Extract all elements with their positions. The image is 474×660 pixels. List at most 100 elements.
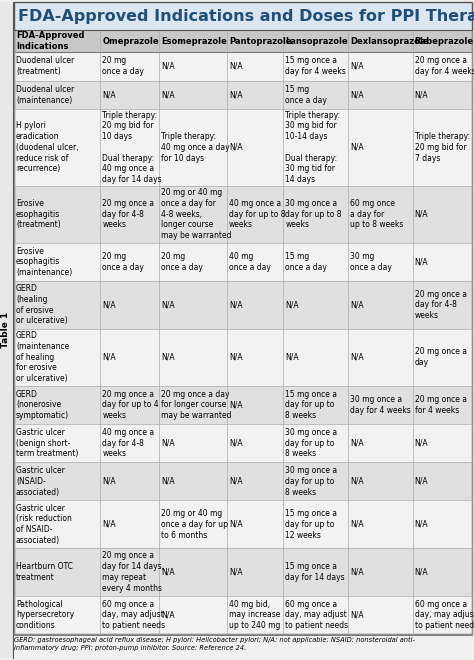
Bar: [14, 185, 472, 243]
Text: N/A: N/A: [415, 90, 428, 100]
Text: 30 mg
once a day: 30 mg once a day: [350, 252, 392, 272]
Text: 15 mg
once a day: 15 mg once a day: [285, 252, 327, 272]
Text: Gastric ulcer
(benign short-
term treatment): Gastric ulcer (benign short- term treatm…: [16, 428, 78, 459]
Text: FDA-Approved Indications and Doses for PPI Therapy: FDA-Approved Indications and Doses for P…: [18, 9, 474, 24]
Text: N/A: N/A: [162, 352, 175, 362]
Text: 20 mg once a
day: 20 mg once a day: [415, 347, 467, 367]
Text: N/A: N/A: [350, 143, 364, 152]
Text: Triple therapy:
20 mg bid for
10 days

Dual therapy:
40 mg once a
day for 14 day: Triple therapy: 20 mg bid for 10 days Du…: [102, 111, 162, 184]
Text: N/A: N/A: [162, 477, 175, 486]
Text: N/A: N/A: [162, 568, 175, 576]
Text: H pylori
eradication
(duodenal ulcer,
reduce risk of
recurrence): H pylori eradication (duodenal ulcer, re…: [16, 121, 79, 174]
Text: Omeprazole: Omeprazole: [102, 36, 159, 46]
Text: Lansoprazole: Lansoprazole: [285, 36, 348, 46]
Text: 15 mg
once a day: 15 mg once a day: [285, 85, 327, 105]
Text: Heartburn OTC
treatment: Heartburn OTC treatment: [16, 562, 73, 582]
Text: Duodenal ulcer
(treatment): Duodenal ulcer (treatment): [16, 57, 74, 77]
Text: N/A: N/A: [285, 352, 299, 362]
Text: 40 mg once a
day for up to 8
weeks: 40 mg once a day for up to 8 weeks: [229, 199, 285, 230]
Bar: [14, 281, 472, 329]
Text: 60 mg once a
day, may adjust
to patient needs: 60 mg once a day, may adjust to patient …: [415, 600, 474, 630]
Text: 15 mg once a
day for 4 weeks: 15 mg once a day for 4 weeks: [285, 57, 346, 77]
Bar: [0, 2, 13, 658]
Bar: [14, 462, 472, 500]
Text: N/A: N/A: [229, 143, 243, 152]
Text: Erosive
esophagitis
(maintenance): Erosive esophagitis (maintenance): [16, 247, 72, 277]
Text: N/A: N/A: [415, 477, 428, 486]
Text: 40 mg
once a day: 40 mg once a day: [229, 252, 271, 272]
Text: N/A: N/A: [229, 439, 243, 447]
Text: N/A: N/A: [350, 610, 364, 619]
Text: N/A: N/A: [415, 439, 428, 447]
Text: 20 mg or 40 mg
once a day for
4-8 weeks,
longer course
may be warranted: 20 mg or 40 mg once a day for 4-8 weeks,…: [162, 188, 232, 240]
Bar: [14, 424, 472, 462]
Bar: [14, 2, 472, 30]
Text: 30 mg once a
day for 4 weeks: 30 mg once a day for 4 weeks: [350, 395, 411, 414]
Text: N/A: N/A: [162, 300, 175, 310]
Text: Erosive
esophagitis
(treatment): Erosive esophagitis (treatment): [16, 199, 61, 230]
Text: N/A: N/A: [102, 352, 116, 362]
Text: 15 mg once a
day for 14 days: 15 mg once a day for 14 days: [285, 562, 345, 582]
Text: N/A: N/A: [162, 90, 175, 100]
Text: N/A: N/A: [350, 62, 364, 71]
Text: Dexlansoprazole: Dexlansoprazole: [350, 36, 428, 46]
Text: N/A: N/A: [350, 90, 364, 100]
Text: N/A: N/A: [162, 610, 175, 619]
Text: Triple therapy:
40 mg once a day
for 10 days: Triple therapy: 40 mg once a day for 10 …: [162, 132, 230, 163]
Text: 30 mg once a
day for up to
8 weeks: 30 mg once a day for up to 8 weeks: [285, 466, 337, 496]
Text: 20 mg once a
day for 4-8
weeks: 20 mg once a day for 4-8 weeks: [102, 199, 154, 230]
Text: 20 mg once a
day for up to 4
weeks: 20 mg once a day for up to 4 weeks: [102, 389, 159, 420]
Text: GERD
(nonerosive
symptomatic): GERD (nonerosive symptomatic): [16, 389, 69, 420]
Text: N/A: N/A: [229, 90, 243, 100]
Text: 20 mg
once a day: 20 mg once a day: [102, 57, 144, 77]
Bar: [14, 110, 472, 185]
Text: GERD
(maintenance
of healing
for erosive
or ulcerative): GERD (maintenance of healing for erosive…: [16, 331, 69, 383]
Bar: [14, 30, 472, 52]
Text: N/A: N/A: [229, 300, 243, 310]
Text: Pantoprazole: Pantoprazole: [229, 36, 292, 46]
Text: N/A: N/A: [102, 477, 116, 486]
Text: N/A: N/A: [415, 257, 428, 267]
Text: Triple therapy:
20 mg bid for
7 days: Triple therapy: 20 mg bid for 7 days: [415, 132, 470, 163]
Text: N/A: N/A: [102, 300, 116, 310]
Text: N/A: N/A: [229, 401, 243, 409]
Text: 20 mg once a
day for 4-8
weeks: 20 mg once a day for 4-8 weeks: [415, 290, 467, 320]
Text: N/A: N/A: [350, 439, 364, 447]
Text: N/A: N/A: [350, 352, 364, 362]
Text: 40 mg bid,
may increase
up to 240 mg: 40 mg bid, may increase up to 240 mg: [229, 600, 280, 630]
Text: N/A: N/A: [229, 568, 243, 576]
Bar: [14, 548, 472, 596]
Text: 20 mg
once a day: 20 mg once a day: [162, 252, 203, 272]
Text: N/A: N/A: [350, 568, 364, 576]
Text: Esomeprazole: Esomeprazole: [162, 36, 228, 46]
Text: N/A: N/A: [350, 300, 364, 310]
Text: N/A: N/A: [350, 477, 364, 486]
Text: N/A: N/A: [350, 520, 364, 529]
Text: Gastric ulcer
(NSAID-
associated): Gastric ulcer (NSAID- associated): [16, 466, 65, 496]
Text: 15 mg once a
day for up to
8 weeks: 15 mg once a day for up to 8 weeks: [285, 389, 337, 420]
Text: 20 mg once a
day for 4 weeks: 20 mg once a day for 4 weeks: [415, 57, 474, 77]
Text: 40 mg once a
day for 4-8
weeks: 40 mg once a day for 4-8 weeks: [102, 428, 155, 459]
Text: N/A: N/A: [102, 90, 116, 100]
Text: FDA-Approved
Indications: FDA-Approved Indications: [16, 31, 84, 51]
Text: 30 mg once a
day for up to 8
weeks: 30 mg once a day for up to 8 weeks: [285, 199, 342, 230]
Text: 20 mg once a
day for 14 days,
may repeat
every 4 months: 20 mg once a day for 14 days, may repeat…: [102, 551, 164, 593]
Bar: [14, 596, 472, 634]
Text: Table 1: Table 1: [1, 312, 10, 348]
Text: 60 mg once a
day, may adjust
to patient needs: 60 mg once a day, may adjust to patient …: [102, 600, 165, 630]
Text: N/A: N/A: [415, 210, 428, 218]
Text: Rabeprazole: Rabeprazole: [415, 36, 474, 46]
Bar: [14, 386, 472, 424]
Text: 60 mg once
a day for
up to 8 weeks: 60 mg once a day for up to 8 weeks: [350, 199, 403, 230]
Text: N/A: N/A: [162, 439, 175, 447]
Text: GERD: gastroesophageal acid reflux disease; H pylori: Helicobacter pylori; N/A: : GERD: gastroesophageal acid reflux disea…: [14, 637, 415, 651]
Bar: [14, 81, 472, 110]
Text: 30 mg once a
day for up to
8 weeks: 30 mg once a day for up to 8 weeks: [285, 428, 337, 459]
Bar: [14, 243, 472, 281]
Text: N/A: N/A: [285, 300, 299, 310]
Text: N/A: N/A: [229, 352, 243, 362]
Text: N/A: N/A: [229, 520, 243, 529]
Text: GERD
(healing
of erosive
or ulcerative): GERD (healing of erosive or ulcerative): [16, 284, 68, 325]
Text: 20 mg
once a day: 20 mg once a day: [102, 252, 144, 272]
Text: 15 mg once a
day for up to
12 weeks: 15 mg once a day for up to 12 weeks: [285, 509, 337, 539]
